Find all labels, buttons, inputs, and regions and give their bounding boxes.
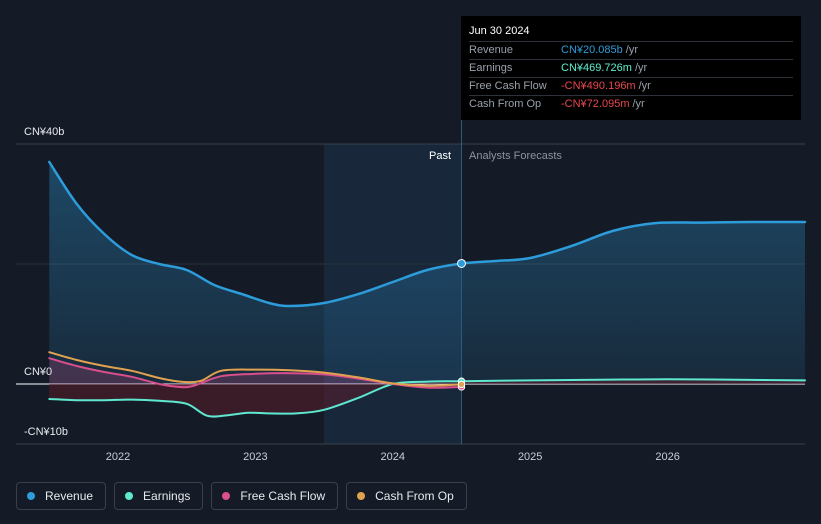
y-axis-min-label: -CN¥10b [24,426,69,438]
legend-label: Cash From Op [375,489,454,503]
tooltip-row: Earnings CN¥469.726m/yr [469,60,793,78]
legend-label: Revenue [45,489,94,503]
legend-dot-icon [222,492,231,500]
past-label: Past [429,150,452,162]
legend-item-revenue[interactable]: Revenue [16,482,107,510]
tooltip-row-value: -CN¥490.196m [561,80,636,92]
legend-label: Earnings [143,489,191,503]
tooltip-panel: Jun 30 2024 Revenue CN¥20.085b/yr Earnings… [461,16,801,120]
legend-label: Free Cash Flow [240,489,326,503]
legend-dot-icon [27,492,35,500]
tooltip-row-unit: /yr [632,98,645,110]
legend-item-earnings[interactable]: Earnings [114,482,204,510]
forecast-label: Analysts Forecasts [469,150,562,162]
tooltip-row-unit: /yr [625,44,639,56]
legend-dot-icon [125,492,134,500]
series-markers [457,258,466,391]
legend-item-cash-from-op[interactable]: Cash From Op [346,482,467,510]
y-axis-zero-label: CN¥0 [24,366,53,378]
tooltip-row: Cash From Op -CN¥72.095m/yr [469,96,793,113]
cash-from-op-marker [457,380,466,389]
tooltip-row-value: CN¥469.726m [561,62,632,74]
cash-from-op-line [48,351,463,387]
tooltip-row-label: Revenue [469,44,514,56]
tooltip-row: Free Cash Flow -CN¥490.196m/yr [469,78,793,96]
x-tick-label: 2026 [655,451,680,463]
series-fills [49,162,806,417]
x-tick-label: 2024 [380,451,406,463]
tooltip-row-unit: /yr [638,80,651,92]
tooltip-date: Jun 30 2024 [469,24,793,42]
free-cash-flow-area [49,358,462,388]
legend: Revenue Earnings Free Cash Flow Cash From O… [16,482,467,510]
tooltip-row-label: Cash From Op [469,98,542,110]
legend-item-free-cash-flow[interactable]: Free Cash Flow [211,482,339,510]
revenue-marker [457,258,466,268]
tooltip-row-value: CN¥20.085b [561,44,623,56]
x-tick-label: 2022 [105,451,131,463]
revenue-area [49,162,806,384]
revenue-line [48,160,807,308]
x-tick-label: 2023 [243,451,268,463]
y-axis-max-label: CN¥40b [24,126,65,138]
tooltip-row-unit: /yr [634,62,648,74]
tooltip-row-label: Free Cash Flow [469,80,547,92]
x-tick-label: 2025 [517,451,543,463]
legend-dot-icon [357,492,366,500]
series-lines [48,160,807,418]
earnings-line [48,378,806,418]
earnings-area [49,379,806,417]
tooltip-row-label: Earnings [469,62,513,74]
tooltip-row-value: -CN¥72.095m [561,98,630,110]
tooltip-row: Revenue CN¥20.085b/yr [469,42,793,60]
